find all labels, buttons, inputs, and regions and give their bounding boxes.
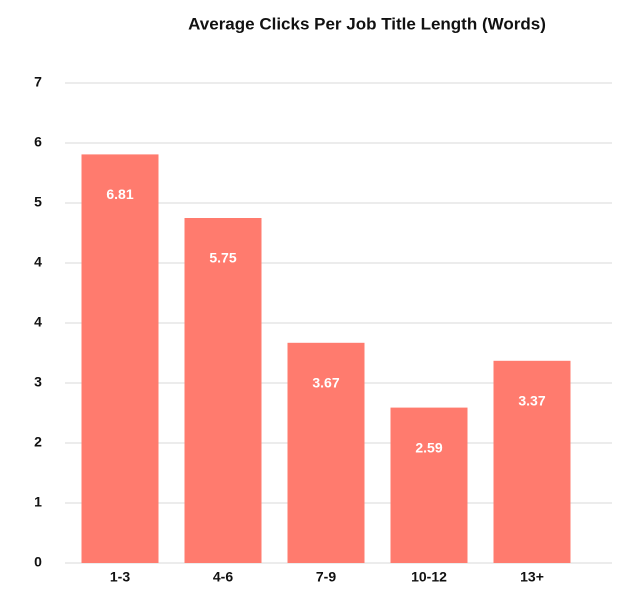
bar: [287, 342, 365, 563]
x-tick-label: 7-9: [316, 569, 336, 585]
y-tick-label: 7: [34, 74, 42, 90]
bar: [184, 218, 262, 563]
data-label: 3.67: [312, 375, 339, 391]
y-tick-label: 0: [34, 554, 42, 570]
data-label: 3.37: [518, 393, 545, 409]
bar: [493, 360, 571, 563]
bar: [390, 407, 468, 563]
data-label: 6.81: [106, 186, 133, 202]
y-tick-label: 6: [34, 134, 42, 150]
x-tick-label: 10-12: [411, 569, 447, 585]
y-tick-label: 5: [34, 194, 42, 210]
x-tick-label: 4-6: [213, 569, 233, 585]
bar: [81, 154, 159, 563]
data-label: 2.59: [415, 439, 442, 455]
y-tick-label: 2: [34, 434, 42, 450]
y-tick-label: 3: [34, 374, 42, 390]
x-tick-label: 13+: [520, 569, 544, 585]
x-tick-label: 1-3: [110, 569, 130, 585]
y-tick-label: 1: [34, 494, 42, 510]
data-label: 5.75: [209, 250, 236, 266]
y-tick-label: 4: [34, 314, 42, 330]
y-tick-label: 4: [34, 254, 42, 270]
chart-title: Average Clicks Per Job Title Length (Wor…: [188, 14, 546, 33]
